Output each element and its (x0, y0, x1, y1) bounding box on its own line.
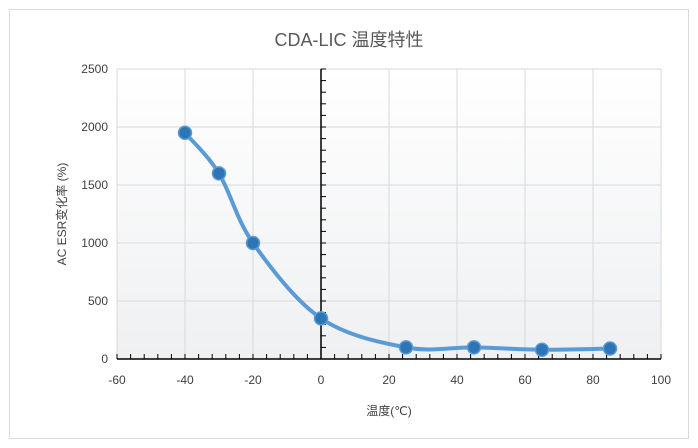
y-tick-label: 2500 (81, 62, 108, 76)
x-tick-label: -40 (176, 373, 194, 387)
x-tick-label: 20 (382, 373, 396, 387)
data-point (398, 340, 414, 355)
data-point (211, 166, 227, 181)
y-tick-label: 1500 (81, 178, 108, 192)
series-line (183, 130, 612, 352)
chart-title: CDA-LIC 温度特性 (274, 30, 423, 50)
x-axis-title: 温度(℃) (366, 403, 411, 418)
data-markers (177, 125, 618, 357)
data-point (245, 235, 261, 251)
x-tick-label: 60 (518, 373, 532, 387)
tick-labels: 0 500 1000 1500 2000 2500 -60 -40 -20 0 20 40 60 80 10… (81, 62, 671, 387)
data-point (602, 341, 618, 356)
axes (116, 68, 662, 360)
x-tick-label: -60 (108, 373, 126, 387)
x-tick-label: 40 (450, 373, 464, 387)
chart-frame (9, 9, 689, 439)
y-tick-label: 500 (88, 294, 108, 308)
x-tick-label: -20 (244, 373, 262, 387)
y-axis-title: AC ESR变化率 (%) (54, 163, 69, 266)
gridlines (116, 68, 662, 359)
y-tick-label: 2000 (81, 120, 108, 134)
y-tick-label: 1000 (81, 236, 108, 250)
data-point (177, 125, 193, 141)
y-tick-label: 0 (101, 352, 108, 366)
x-tick-label: 0 (318, 373, 325, 387)
x-tick-label: 100 (651, 373, 671, 387)
data-point (534, 342, 550, 357)
data-point (466, 340, 482, 355)
x-tick-label: 80 (586, 373, 600, 387)
data-point (313, 311, 329, 326)
